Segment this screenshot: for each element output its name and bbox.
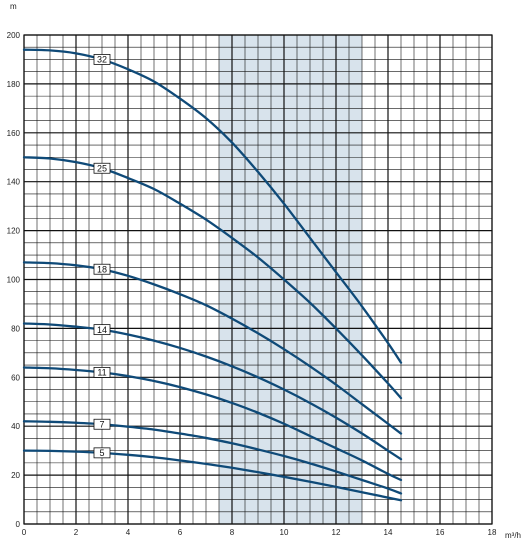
x-tick-label: 2 — [74, 528, 79, 537]
y-tick-label: 200 — [7, 31, 21, 40]
x-tick-label: 0 — [22, 528, 27, 537]
plot-frame — [23, 34, 493, 525]
y-tick-label: 140 — [7, 178, 21, 187]
y-tick-label: 100 — [7, 276, 21, 285]
series-line-25 — [22, 156, 403, 400]
curve-label-box-5 — [93, 447, 111, 459]
curve-label-box-25 — [93, 162, 111, 174]
x-tick-label: 4 — [126, 528, 131, 537]
y-tick-label: 180 — [7, 80, 21, 89]
series-line-18 — [22, 261, 403, 435]
curve-label-box-7 — [93, 418, 111, 430]
y-tick-label: 80 — [11, 324, 20, 333]
series-line-5 — [22, 449, 403, 502]
series-line-14 — [22, 322, 403, 461]
curve-label-layer: 32 25 18 14 11 7 5 — [93, 54, 111, 459]
y-tick-label: 20 — [11, 471, 20, 480]
x-tick-label: 14 — [384, 528, 393, 537]
x-tick-label: 8 — [230, 528, 235, 537]
curve-label-18: 18 — [97, 264, 107, 274]
series-line-7 — [22, 420, 403, 495]
curve-label-box-11 — [93, 367, 111, 378]
curve-label-14: 14 — [97, 325, 107, 335]
series-line-32 — [22, 48, 403, 364]
y-tick-label: 160 — [7, 129, 21, 138]
y-tick-label: 60 — [11, 373, 20, 382]
curve-label-7: 7 — [99, 419, 104, 429]
y-tick-label: 0 — [16, 520, 21, 529]
x-tick-label: 16 — [436, 528, 445, 537]
x-tick-label: 12 — [332, 528, 341, 537]
curve-label-box-32 — [93, 54, 111, 65]
series-layer — [22, 48, 403, 502]
x-tick-label: 10 — [280, 528, 289, 537]
curve-label-25: 25 — [97, 163, 107, 173]
x-tick-label: 6 — [178, 528, 183, 537]
curve-label-5: 5 — [99, 448, 104, 458]
curve-label-32: 32 — [97, 55, 107, 65]
y-axis-unit-label: m — [10, 2, 17, 11]
y-tick-label: 40 — [11, 422, 20, 431]
y-tick-label: 120 — [7, 227, 21, 236]
curve-label-11: 11 — [97, 368, 106, 378]
axis-layer: 0 2 4 6 8 10 12 14 16 180204060801001201401601802… — [7, 31, 497, 537]
series-line-11 — [22, 366, 403, 482]
curve-label-box-18 — [93, 263, 111, 275]
x-tick-label: 18 — [488, 528, 497, 537]
x-axis-unit-label: m³/h — [505, 531, 521, 540]
curve-label-box-14 — [93, 324, 111, 336]
